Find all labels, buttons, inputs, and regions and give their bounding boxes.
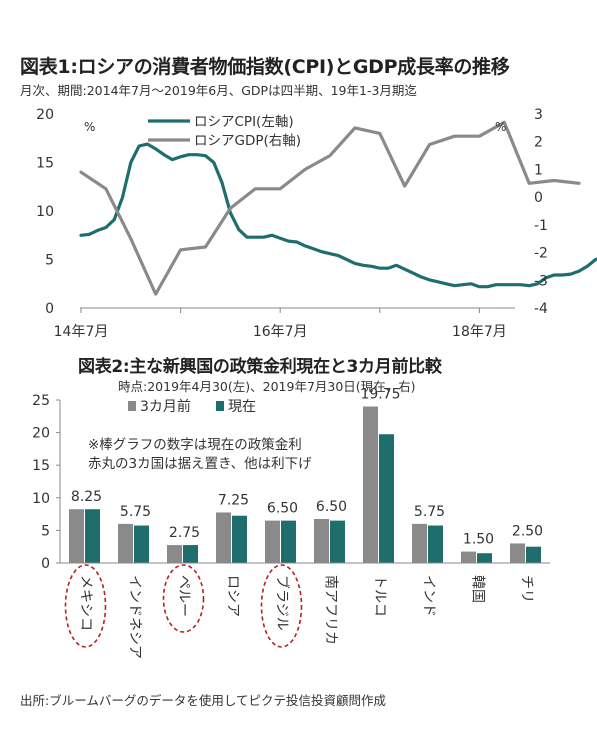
chart1-left-tick-label: 15 bbox=[36, 156, 54, 172]
source-note: 出所:ブルームバーグのデータを使用してピクテ投信投資顧問作成 bbox=[20, 693, 386, 708]
bar-current bbox=[85, 509, 100, 563]
bar-data-label: 2.50 bbox=[512, 523, 543, 539]
bar-data-label: 19.75 bbox=[360, 387, 400, 403]
category-label: チリ bbox=[519, 575, 535, 603]
legend-current-swatch bbox=[216, 401, 224, 411]
chart2-y-tick-label: 15 bbox=[32, 458, 50, 474]
chart2-y-tick-label: 25 bbox=[32, 393, 50, 409]
category-label: ペルー bbox=[176, 575, 192, 617]
bar-current bbox=[379, 434, 394, 563]
chart2-title: 図表2:主な新興国の政策金利現在と3カ月前比較 bbox=[78, 357, 442, 377]
bar-current bbox=[477, 553, 492, 563]
chart2-y-tick-label: 10 bbox=[32, 491, 50, 507]
bar-data-label: 2.75 bbox=[169, 525, 200, 541]
chart1-right-tick-label: -2 bbox=[534, 246, 548, 262]
bar-current bbox=[134, 525, 149, 563]
highlight-circle bbox=[162, 564, 205, 633]
highlight-circle bbox=[260, 564, 303, 648]
chart1-title: 図表1:ロシアの消費者物価指数(CPI)とGDP成長率の推移 bbox=[20, 56, 510, 78]
legend-cpi-label: ロシアCPI(左軸) bbox=[194, 114, 294, 130]
chart2-subtitle: 時点:2019年4月30(左)、2019年7月30日(現在、右) bbox=[118, 379, 416, 394]
category-label: ブラジル bbox=[274, 575, 291, 631]
category-label: メキシコ bbox=[78, 575, 94, 631]
bar-data-label: 6.50 bbox=[267, 501, 298, 517]
chart1-right-tick-label: -4 bbox=[534, 301, 548, 317]
bar-data-label: 5.75 bbox=[414, 504, 445, 520]
chart1-right-tick-label: -1 bbox=[534, 218, 548, 234]
chart1-left-tick-label: 0 bbox=[45, 301, 54, 317]
category-label: インドネシア bbox=[127, 575, 143, 659]
category-label: トルコ bbox=[372, 575, 388, 617]
chart2-y-tick-label: 20 bbox=[32, 426, 50, 442]
chart2-annotation: ※棒グラフの数字は現在の政策金利 bbox=[88, 436, 302, 453]
bar-data-label: 5.75 bbox=[120, 504, 151, 520]
chart1-right-tick-label: -3 bbox=[534, 273, 548, 289]
chart2-annotation: 赤丸の3カ国は据え置き、他は利下げ bbox=[88, 456, 312, 472]
chart1-x-tick-label: 18年7月 bbox=[452, 324, 507, 340]
legend-3months-swatch bbox=[128, 401, 136, 411]
bar-current bbox=[281, 520, 296, 563]
category-label: 韓国 bbox=[470, 575, 486, 603]
chart1-right-tick-label: 0 bbox=[534, 190, 543, 206]
category-label: 南アフリカ bbox=[323, 575, 339, 645]
bar-3months-ago bbox=[461, 551, 476, 563]
chart1-subtitle: 月次、期間:2014年7月～2019年6月、GDPは四半期、19年1-3月期迄 bbox=[20, 83, 417, 98]
legend-gdp-label: ロシアGDP(右軸) bbox=[194, 133, 301, 149]
bar-data-label: 6.50 bbox=[316, 499, 347, 515]
chart1-right-tick-label: 3 bbox=[534, 107, 543, 123]
chart1-x-tick-label: 16年7月 bbox=[253, 324, 308, 340]
chart2-y-tick-label: 5 bbox=[41, 523, 50, 539]
highlight-circle bbox=[64, 564, 107, 648]
chart1-right-tick-label: 1 bbox=[534, 162, 543, 178]
bar-3months-ago bbox=[314, 518, 329, 563]
legend-3months-label: 3カ月前 bbox=[140, 398, 191, 415]
bar-3months-ago bbox=[412, 523, 427, 563]
gdp-series-line bbox=[79, 120, 581, 296]
chart2-y-tick-label: 0 bbox=[41, 556, 50, 572]
bar-data-label: 1.50 bbox=[463, 532, 494, 548]
chart1-left-tick-label: 20 bbox=[36, 107, 54, 123]
bar-3months-ago bbox=[363, 406, 378, 563]
bar-3months-ago bbox=[510, 543, 525, 563]
bar-current bbox=[526, 546, 541, 563]
bar-3months-ago bbox=[69, 509, 84, 563]
category-label: インド bbox=[421, 575, 437, 617]
bar-3months-ago bbox=[216, 512, 231, 563]
bar-3months-ago bbox=[265, 520, 280, 563]
bar-current bbox=[330, 520, 345, 563]
chart1-left-tick-label: 5 bbox=[45, 253, 54, 269]
bar-current bbox=[183, 545, 198, 563]
chart1-right-tick-label: 2 bbox=[534, 135, 543, 151]
bar-data-label: 7.25 bbox=[218, 492, 249, 508]
bar-current bbox=[232, 515, 247, 563]
cpi-series-line bbox=[79, 142, 597, 289]
chart1-left-tick-label: 10 bbox=[36, 204, 54, 220]
bar-3months-ago bbox=[118, 523, 133, 563]
category-label: ロシア bbox=[225, 575, 241, 617]
chart1-x-tick-label: 14年7月 bbox=[54, 324, 109, 340]
chart1-left-unit: % bbox=[84, 120, 95, 134]
bar-3months-ago bbox=[167, 545, 182, 563]
chart1-right-unit: % bbox=[495, 120, 506, 134]
bar-current bbox=[428, 525, 443, 563]
legend-current-label: 現在 bbox=[228, 399, 256, 415]
bar-data-label: 8.25 bbox=[71, 489, 102, 505]
